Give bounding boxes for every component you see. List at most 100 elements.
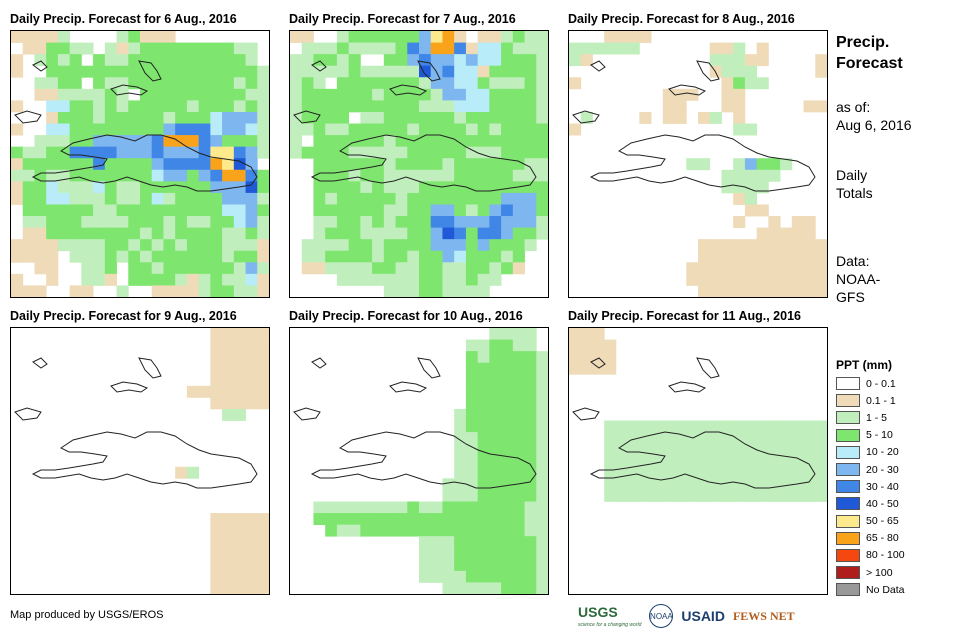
precip-cell	[627, 42, 640, 55]
precip-cell	[11, 54, 24, 67]
precip-cell	[744, 181, 758, 194]
precip-cell	[69, 111, 82, 124]
precip-cell	[536, 88, 548, 101]
precip-cell	[69, 77, 82, 90]
precip-cell	[721, 239, 734, 252]
precip-cell	[803, 285, 816, 297]
precip-cell	[46, 123, 59, 136]
precip-cell	[662, 455, 675, 468]
precip-cell	[163, 100, 176, 113]
precip-cell	[580, 328, 593, 340]
precip-cell	[430, 536, 443, 549]
precip-cell	[698, 285, 711, 297]
precip-cell	[301, 250, 314, 263]
precip-cell	[569, 123, 582, 136]
panel-title-aug7: Daily Precip. Forecast for 7 Aug., 2016	[289, 12, 516, 26]
precip-cell	[780, 420, 793, 433]
precip-cell	[430, 273, 443, 286]
precip-cell	[360, 250, 373, 263]
precip-cell	[222, 513, 235, 526]
precip-cell	[57, 227, 71, 240]
precip-cell	[93, 111, 106, 124]
precip-cell	[651, 466, 664, 479]
precip-cell	[430, 146, 443, 159]
precip-cell	[69, 181, 82, 194]
precip-cell	[290, 135, 303, 148]
precip-cell	[477, 227, 490, 240]
precip-cell	[104, 239, 117, 252]
precip-cell	[442, 158, 455, 171]
precip-cell	[501, 239, 514, 252]
precip-cell	[501, 77, 514, 90]
legend-swatch	[836, 548, 860, 562]
precip-cell	[698, 478, 711, 491]
legend-item: 0 - 0.1	[836, 375, 905, 392]
precip-cell	[756, 443, 769, 456]
precip-cell	[245, 146, 258, 159]
precip-cell	[803, 455, 816, 468]
precip-cell	[325, 227, 338, 240]
precip-cell	[104, 54, 117, 67]
precip-cell	[756, 42, 769, 55]
precip-cell	[57, 216, 71, 229]
precip-cell	[512, 420, 525, 433]
precip-cell	[222, 123, 235, 136]
precip-cell	[93, 135, 106, 148]
precip-cell	[465, 285, 479, 297]
precip-cell	[501, 582, 514, 594]
precip-cell	[524, 227, 537, 240]
precip-cell	[198, 158, 211, 171]
precip-cell	[22, 192, 35, 205]
precip-cell	[46, 158, 59, 171]
precip-cell	[756, 54, 769, 67]
precip-cell	[465, 54, 479, 67]
precip-cell	[198, 169, 211, 182]
precip-cell	[536, 54, 548, 67]
precip-cell	[419, 158, 432, 171]
precip-cell	[442, 273, 455, 286]
precip-cell	[325, 146, 338, 159]
map-panel-aug11	[568, 327, 828, 595]
precip-cell	[313, 123, 326, 136]
precip-cell	[93, 77, 106, 90]
precip-cell	[257, 524, 269, 537]
precip-cell	[140, 250, 153, 263]
precip-cell	[245, 374, 258, 387]
precip-cell	[419, 250, 432, 263]
precip-cell	[372, 146, 385, 159]
precip-cell	[791, 420, 804, 433]
precip-cell	[536, 455, 548, 468]
precip-cell	[57, 239, 71, 252]
precip-cell	[325, 158, 338, 171]
precip-cell	[336, 273, 350, 286]
precip-cell	[46, 88, 59, 101]
precip-cell	[512, 111, 525, 124]
precip-cell	[465, 362, 479, 375]
precip-cell	[313, 88, 326, 101]
coastline	[590, 357, 606, 369]
precip-cell	[442, 192, 455, 205]
precip-cell	[721, 77, 734, 90]
precip-cell	[395, 77, 408, 90]
precip-cell	[501, 216, 514, 229]
precip-cell	[93, 239, 106, 252]
precip-cell	[419, 135, 432, 148]
precip-cell	[233, 250, 246, 263]
precip-cell	[768, 432, 781, 445]
precip-cell	[222, 339, 235, 352]
precip-cell	[140, 54, 153, 67]
precip-cell	[524, 432, 537, 445]
precip-cell	[524, 489, 537, 502]
precip-cell	[313, 135, 326, 148]
legend-item: 50 - 65	[836, 513, 905, 530]
precip-cell	[815, 65, 827, 78]
precip-cell	[674, 88, 687, 101]
precip-cell	[93, 123, 106, 136]
precip-cell	[430, 262, 443, 275]
precip-cell	[22, 181, 35, 194]
precip-cell	[151, 135, 164, 148]
precip-cell	[536, 501, 548, 514]
precip-cell	[721, 181, 734, 194]
precip-cell	[186, 466, 200, 479]
precip-cell	[651, 478, 664, 491]
